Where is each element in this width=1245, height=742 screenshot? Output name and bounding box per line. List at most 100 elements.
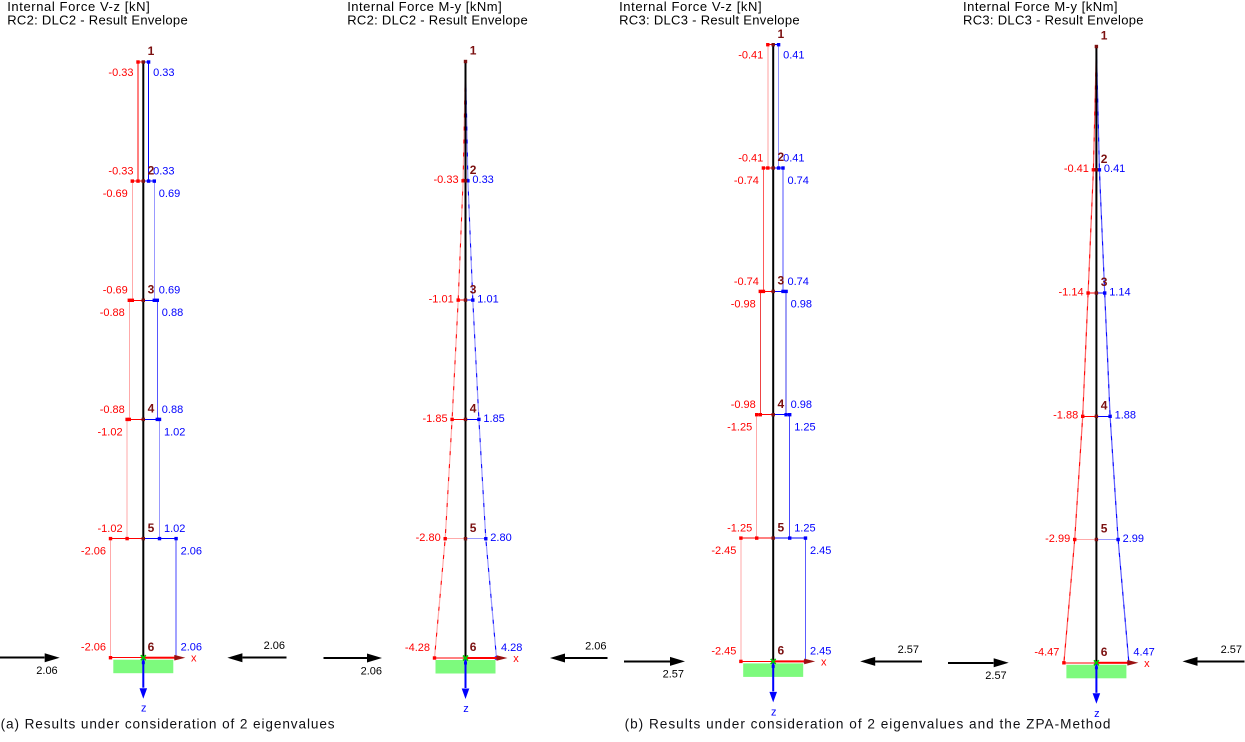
svg-text:3: 3 [148, 283, 155, 297]
svg-text:6: 6 [1101, 645, 1108, 659]
svg-text:-0.88: -0.88 [100, 404, 125, 416]
svg-text:0.41: 0.41 [1104, 163, 1125, 175]
svg-text:-2.80: -2.80 [416, 532, 441, 544]
svg-text:6: 6 [778, 644, 785, 658]
svg-text:-0.98: -0.98 [731, 399, 756, 411]
svg-text:x: x [191, 653, 197, 665]
svg-text:z: z [771, 706, 777, 718]
svg-text:1.02: 1.02 [164, 426, 185, 438]
svg-text:0.33: 0.33 [153, 166, 174, 178]
svg-text:1.85: 1.85 [483, 413, 504, 425]
svg-text:0.41: 0.41 [783, 50, 804, 62]
svg-text:-2.99: -2.99 [1045, 533, 1070, 545]
svg-text:-0.98: -0.98 [731, 298, 756, 310]
svg-text:-1.88: -1.88 [1053, 410, 1078, 422]
svg-text:0.33: 0.33 [472, 174, 493, 186]
svg-text:1: 1 [470, 44, 477, 58]
svg-text:1: 1 [148, 44, 155, 58]
svg-text:2.57: 2.57 [985, 670, 1006, 682]
svg-text:2.06: 2.06 [585, 641, 606, 653]
svg-text:(b) Results under consideratio: (b) Results under consideration of 2 eig… [625, 717, 1112, 732]
svg-text:0.88: 0.88 [162, 404, 183, 416]
svg-text:1.14: 1.14 [1109, 286, 1130, 298]
svg-text:Internal Force V-z [kN]: Internal Force V-z [kN] [7, 0, 150, 14]
svg-text:3: 3 [1101, 275, 1108, 289]
svg-text:2.57: 2.57 [1221, 644, 1242, 656]
svg-text:5: 5 [470, 521, 477, 535]
svg-text:2.06: 2.06 [181, 642, 202, 654]
svg-text:2.57: 2.57 [898, 644, 919, 656]
svg-text:RC3: DLC3 - Result Envelope: RC3: DLC3 - Result Envelope [963, 13, 1144, 28]
svg-text:5: 5 [1101, 522, 1108, 536]
svg-text:RC2: DLC2 - Result Envelope: RC2: DLC2 - Result Envelope [347, 13, 528, 28]
svg-text:1: 1 [1101, 29, 1108, 43]
svg-text:6: 6 [470, 640, 477, 654]
svg-text:4: 4 [1101, 399, 1108, 413]
svg-text:2.06: 2.06 [181, 546, 202, 558]
svg-text:6: 6 [148, 640, 155, 654]
svg-text:1.25: 1.25 [794, 523, 815, 535]
svg-text:2.99: 2.99 [1123, 533, 1144, 545]
svg-text:3: 3 [470, 282, 477, 296]
svg-text:z: z [463, 703, 469, 715]
svg-text:-4.28: -4.28 [405, 642, 430, 654]
svg-text:1: 1 [778, 27, 785, 41]
svg-text:4: 4 [470, 402, 477, 416]
svg-text:0.41: 0.41 [783, 152, 804, 164]
svg-text:-0.33: -0.33 [108, 67, 133, 79]
svg-text:2.45: 2.45 [810, 645, 831, 657]
svg-text:-2.06: -2.06 [81, 546, 106, 558]
svg-text:x: x [821, 656, 827, 668]
svg-text:-2.45: -2.45 [711, 545, 736, 557]
svg-text:3: 3 [778, 274, 785, 288]
svg-text:0.74: 0.74 [788, 276, 809, 288]
svg-text:4: 4 [148, 402, 155, 416]
svg-text:-0.41: -0.41 [738, 50, 763, 62]
svg-text:-0.41: -0.41 [1064, 163, 1089, 175]
svg-text:1.02: 1.02 [164, 523, 185, 535]
svg-text:-2.06: -2.06 [81, 642, 106, 654]
svg-text:4: 4 [778, 397, 785, 411]
svg-text:0.69: 0.69 [159, 285, 180, 297]
svg-text:Internal Force M-y [kNm]: Internal Force M-y [kNm] [963, 0, 1118, 14]
svg-text:0.98: 0.98 [791, 399, 812, 411]
svg-text:-0.69: -0.69 [103, 285, 128, 297]
svg-text:0.33: 0.33 [153, 67, 174, 79]
svg-text:4.47: 4.47 [1133, 647, 1154, 659]
svg-text:0.69: 0.69 [159, 188, 180, 200]
svg-text:-0.74: -0.74 [734, 276, 759, 288]
svg-text:2: 2 [1101, 152, 1108, 166]
svg-text:RC2: DLC2 - Result Envelope: RC2: DLC2 - Result Envelope [7, 13, 188, 28]
svg-text:2.06: 2.06 [361, 665, 382, 677]
svg-text:x: x [513, 653, 519, 665]
svg-text:-1.01: -1.01 [429, 294, 454, 306]
svg-text:0.98: 0.98 [791, 298, 812, 310]
svg-text:-1.25: -1.25 [727, 422, 752, 434]
svg-text:2: 2 [470, 163, 477, 177]
svg-text:2: 2 [778, 150, 785, 164]
svg-text:2.80: 2.80 [490, 532, 511, 544]
svg-text:-0.33: -0.33 [108, 166, 133, 178]
svg-text:-0.88: -0.88 [100, 307, 125, 319]
svg-text:2.06: 2.06 [264, 640, 285, 652]
svg-text:2: 2 [148, 163, 155, 177]
svg-text:4.28: 4.28 [501, 642, 522, 654]
svg-text:-1.14: -1.14 [1059, 286, 1084, 298]
svg-text:-0.41: -0.41 [738, 152, 763, 164]
svg-text:-0.74: -0.74 [734, 175, 759, 187]
svg-text:1.01: 1.01 [477, 294, 498, 306]
svg-text:-0.69: -0.69 [103, 188, 128, 200]
svg-text:x: x [1144, 658, 1150, 670]
svg-text:2.57: 2.57 [663, 669, 684, 681]
svg-text:-1.02: -1.02 [98, 426, 123, 438]
svg-text:Internal Force M-y [kNm]: Internal Force M-y [kNm] [347, 0, 502, 14]
svg-text:Internal Force V-z [kN]: Internal Force V-z [kN] [619, 0, 762, 14]
svg-text:RC3: DLC3 - Result Envelope: RC3: DLC3 - Result Envelope [619, 13, 800, 28]
svg-text:2.45: 2.45 [810, 545, 831, 557]
svg-text:-1.02: -1.02 [98, 523, 123, 535]
svg-text:-1.25: -1.25 [727, 523, 752, 535]
svg-text:z: z [1094, 708, 1100, 720]
svg-text:-4.47: -4.47 [1034, 647, 1059, 659]
svg-text:2.06: 2.06 [36, 665, 57, 677]
svg-text:1.25: 1.25 [794, 422, 815, 434]
